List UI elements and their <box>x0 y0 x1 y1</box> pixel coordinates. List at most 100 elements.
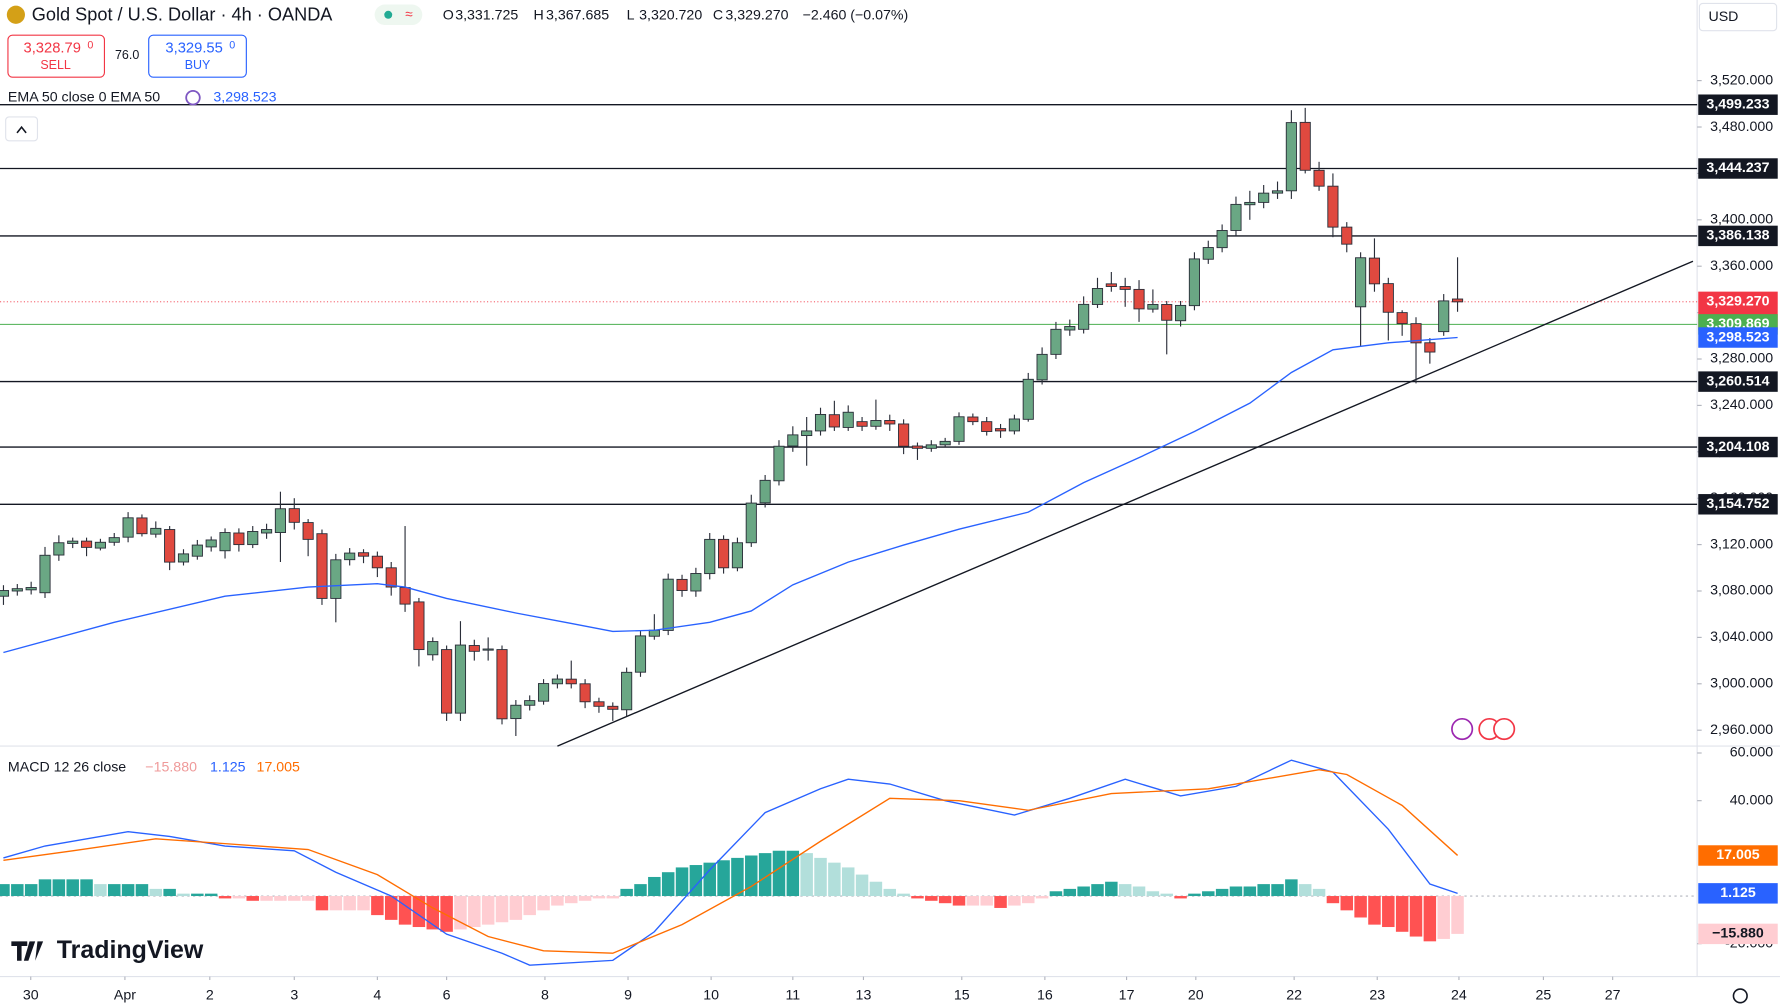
macd-histogram-bar <box>800 853 813 897</box>
macd-histogram-bar <box>1340 896 1354 911</box>
macd-histogram-bar <box>994 896 1007 908</box>
macd-histogram-bar <box>523 896 536 916</box>
ema-legend-value: 3,298.523 <box>213 89 276 105</box>
candle-body <box>205 539 217 548</box>
candle-body <box>1271 190 1284 194</box>
macd-histogram-bar <box>1174 896 1187 899</box>
y-tick-label: 3,280.000 <box>1710 351 1773 367</box>
sell-button[interactable] <box>7 34 106 78</box>
candle-body <box>994 428 1007 432</box>
candle-body <box>634 635 647 673</box>
candle-body <box>551 678 563 685</box>
macd-histogram-bar <box>0 884 10 897</box>
candle-body <box>330 559 342 599</box>
candle-body <box>25 587 37 591</box>
macd-histogram-bar <box>1257 884 1270 897</box>
macd-histogram-bar <box>675 867 689 897</box>
candle-body <box>814 413 827 432</box>
logo-icon <box>11 941 44 961</box>
candle-body <box>579 683 591 703</box>
candle-body <box>1216 230 1228 249</box>
sell-label: SELL <box>40 58 71 72</box>
signal-label-box <box>1698 845 1778 866</box>
macd-histogram-bar <box>301 896 315 901</box>
signal-label: 17.005 <box>1716 847 1759 863</box>
settings-icon[interactable] <box>1732 988 1748 1004</box>
x-tick-label: 13 <box>856 988 872 1004</box>
macd-histogram-bar <box>966 896 980 906</box>
macd-histogram-bar <box>1395 896 1409 932</box>
y-tick-label: 3,120.000 <box>1710 536 1773 552</box>
chevron <box>16 125 27 134</box>
macd-histogram-bar <box>1409 896 1423 937</box>
x-tick-label: 4 <box>373 988 381 1004</box>
level-label: 3,444.237 <box>1706 160 1769 176</box>
macd-histogram-bar <box>1091 884 1104 897</box>
macd-histogram-bar <box>1423 896 1437 942</box>
macd-y-tick-label: 60.000 <box>1730 745 1773 761</box>
macd-histogram-bar <box>1118 884 1132 897</box>
macd-histogram-bar <box>897 893 910 897</box>
buy-sup: 0 <box>229 39 235 51</box>
candle-body <box>621 671 633 711</box>
event-icon[interactable] <box>1451 717 1474 741</box>
level-label-box <box>1698 494 1778 515</box>
macd-histogram-bar <box>94 884 107 897</box>
candle-body <box>80 540 93 548</box>
macd-histogram-bar <box>1326 896 1340 904</box>
collapse-button[interactable] <box>5 116 39 142</box>
candle-body <box>787 434 799 447</box>
candle-body <box>1133 288 1145 310</box>
candle-body <box>704 538 716 575</box>
level-label: 3,260.514 <box>1706 373 1769 389</box>
candle-body <box>662 578 674 631</box>
candle-body <box>1424 342 1436 353</box>
y-tick-label: 3,400.000 <box>1710 212 1773 228</box>
ohlc-key: O <box>443 8 454 24</box>
macd-histogram-bar <box>786 850 800 897</box>
candle-body <box>1230 203 1242 231</box>
ohlc-key: C <box>713 8 723 24</box>
macd-histogram-bar <box>1243 886 1257 897</box>
macd-histogram-bar <box>551 896 564 906</box>
buy-label: BUY <box>185 58 211 72</box>
macd-histogram-bar <box>869 881 883 897</box>
ohlc-key: H <box>534 8 544 24</box>
macd-histogram-bar <box>745 855 758 897</box>
x-tick-label: 15 <box>954 988 970 1004</box>
candle-body <box>607 705 619 710</box>
x-tick-label: Apr <box>114 988 136 1004</box>
macd-legend[interactable]: MACD 12 26 close <box>8 759 126 775</box>
ema-legend[interactable]: EMA 50 close 0 EMA 50 <box>8 89 160 105</box>
macd-histogram-bar <box>1312 888 1326 897</box>
candle-body <box>911 445 924 449</box>
spread: 76.0 <box>115 48 139 62</box>
symbol-title[interactable]: Gold Spot / U.S. Dollar · 4h · OANDA <box>32 5 334 25</box>
macd-histogram-bar <box>315 896 329 911</box>
macd-histogram-bar <box>1451 896 1464 934</box>
macd-histogram-bar <box>412 896 426 928</box>
ema-icon[interactable] <box>185 89 201 106</box>
macd-histogram-bar <box>925 896 938 901</box>
x-tick-label: 8 <box>541 988 549 1004</box>
macd-histogram-bar <box>1215 888 1229 897</box>
candle-body <box>247 531 259 546</box>
macd-histogram-bar <box>384 896 398 920</box>
candle-body <box>1105 283 1117 287</box>
buy-button[interactable] <box>148 34 247 78</box>
macd-histogram-bar <box>592 896 606 899</box>
macd-label: 1.125 <box>1720 885 1756 901</box>
flag-icon[interactable] <box>1493 717 1516 741</box>
currency-button[interactable] <box>1698 2 1778 32</box>
candle-body <box>344 552 356 561</box>
candle-body <box>1050 328 1062 355</box>
macd-histogram-bar <box>952 896 966 906</box>
status-pill[interactable] <box>374 4 423 25</box>
candle-body <box>1368 257 1381 285</box>
candle-body <box>177 553 190 563</box>
candle-body <box>1064 326 1076 331</box>
macd-histogram-bar <box>1035 896 1049 899</box>
ema-line <box>3 336 1458 654</box>
candle-body <box>274 508 286 533</box>
